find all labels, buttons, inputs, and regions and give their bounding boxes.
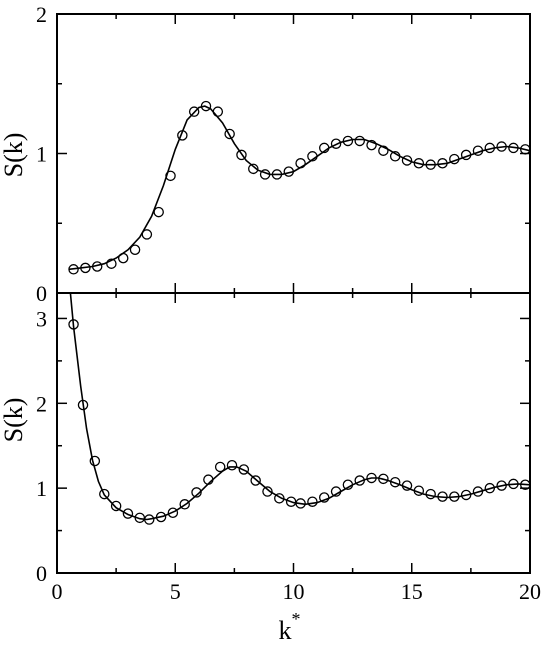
data-point — [449, 153, 460, 165]
x-axis-label-superscript: * — [292, 609, 301, 629]
data-point — [283, 166, 295, 177]
data-point — [80, 262, 91, 274]
y-tick-label: 2 — [36, 2, 47, 27]
data-point — [250, 475, 261, 486]
data-point — [401, 155, 413, 166]
bottom-panel: 0 5 10 15 20 0 1 2 3 S(k) k* — [0, 292, 541, 645]
data-point — [389, 151, 401, 162]
data-point — [167, 507, 179, 519]
x-tick-label: 10 — [283, 579, 305, 604]
data-point — [307, 151, 318, 162]
data-point — [117, 252, 129, 264]
data-point — [378, 145, 389, 156]
data-point — [122, 508, 134, 519]
data-point — [508, 142, 519, 154]
data-point — [318, 142, 330, 154]
data-point — [89, 455, 101, 467]
data-point — [165, 170, 176, 182]
data-point — [413, 485, 425, 496]
data-point — [188, 106, 200, 117]
data-point — [437, 491, 448, 502]
x-tick-label: 5 — [170, 579, 181, 604]
data-point — [91, 261, 103, 272]
y-tick-label: 1 — [36, 142, 47, 167]
data-point — [129, 244, 141, 256]
data-point — [236, 149, 247, 161]
top-panel: 0 1 2 S(k) — [0, 2, 531, 306]
x-tick-label: 15 — [401, 579, 423, 604]
y-axis-label: S(k) — [0, 398, 28, 443]
y-tick-label: 0 — [36, 281, 47, 306]
data-point — [508, 478, 519, 490]
data-point — [330, 138, 342, 149]
data-point — [106, 258, 117, 269]
data-point — [342, 479, 354, 491]
data-point — [295, 498, 306, 509]
data-point — [449, 491, 460, 502]
data-point — [77, 399, 89, 411]
data-point — [238, 464, 250, 475]
plot-frame — [56, 13, 531, 294]
data-point — [413, 158, 425, 169]
data-point — [472, 145, 484, 156]
data-point — [342, 135, 354, 147]
data-point — [153, 206, 164, 218]
data-point — [460, 149, 472, 161]
data-point — [179, 499, 190, 510]
data-point — [366, 472, 377, 484]
data-point — [262, 486, 273, 497]
data-point — [472, 486, 484, 497]
data-point — [68, 264, 79, 275]
data-point — [330, 486, 342, 497]
data-point — [496, 480, 507, 491]
data-point — [203, 474, 214, 485]
data-point — [318, 492, 330, 503]
data-point — [389, 476, 401, 488]
plot-frame — [56, 292, 531, 574]
data-point — [437, 158, 448, 169]
data-point — [401, 480, 413, 491]
y-tick-label: 1 — [36, 476, 47, 501]
theory-curve — [69, 293, 530, 521]
data-point — [295, 158, 306, 169]
theory-curve — [68, 105, 530, 271]
y-tick-label: 3 — [36, 306, 47, 331]
data-point — [484, 482, 496, 494]
data-point — [259, 169, 271, 180]
data-point — [212, 106, 224, 117]
data-point — [226, 459, 238, 471]
data-point — [68, 319, 79, 330]
y-axis-label: S(k) — [0, 133, 28, 178]
data-point — [224, 128, 235, 140]
data-point — [248, 163, 259, 175]
data-point — [378, 473, 389, 485]
data-point — [307, 496, 318, 507]
data-point — [354, 475, 365, 486]
x-tick-label: 20 — [519, 579, 541, 604]
data-point — [155, 511, 167, 523]
data-point — [143, 514, 155, 525]
data-point — [496, 141, 507, 152]
data-point — [366, 139, 377, 151]
x-tick-label: 0 — [52, 579, 63, 604]
data-point — [99, 488, 110, 500]
data-point — [425, 488, 436, 500]
data-point — [200, 100, 212, 112]
data-point — [425, 159, 436, 170]
data-point — [214, 461, 226, 473]
data-point — [460, 489, 472, 501]
y-tick-label: 2 — [36, 391, 47, 416]
data-point — [484, 142, 496, 154]
data-point — [354, 135, 365, 147]
data-point — [274, 493, 285, 504]
data-point — [191, 487, 202, 498]
y-tick-label: 0 — [36, 561, 47, 586]
data-point — [141, 229, 153, 240]
x-axis-label: k* — [279, 609, 301, 645]
data-point — [271, 169, 283, 180]
data-point — [110, 500, 122, 512]
data-point — [177, 130, 188, 141]
